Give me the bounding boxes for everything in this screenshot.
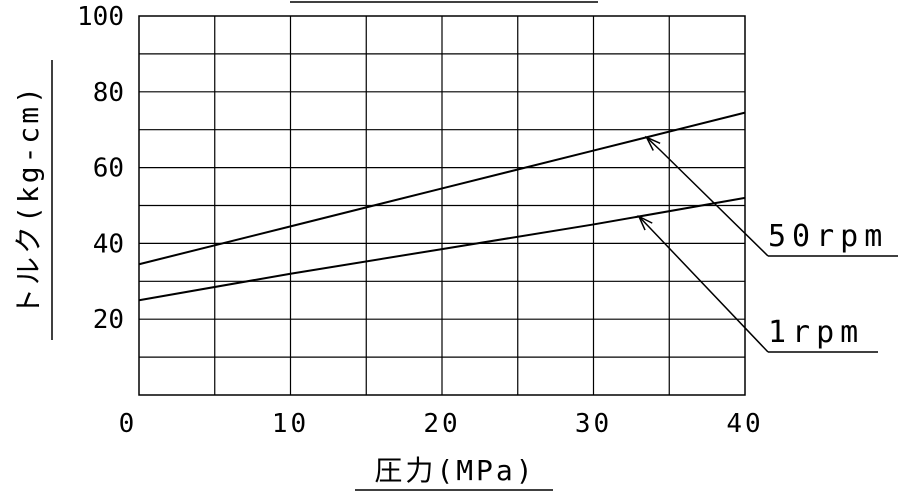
y-tick-label: 40: [93, 229, 124, 259]
x-tick-label: 20: [423, 409, 460, 439]
y-tick-label: 100: [77, 2, 124, 32]
leader-line-50rpm: [646, 136, 769, 257]
x-axis-label: 圧力(MPa): [374, 454, 535, 487]
y-tick-labels: 20 40 60 80 100: [77, 2, 124, 335]
x-tick-labels: 0 10 20 30 40: [119, 409, 763, 439]
y-tick-label: 60: [93, 154, 124, 184]
x-tick-label: 0: [119, 409, 138, 439]
grid: [139, 16, 745, 395]
series-callouts: 50rpm 1rpm: [637, 135, 898, 353]
y-tick-label: 80: [93, 78, 124, 108]
y-tick-label: 20: [93, 305, 124, 335]
plot-frame: [138, 15, 746, 396]
arrowhead-50rpm: [644, 135, 661, 151]
series-line-1rpm: [138, 196, 746, 302]
x-tick-label: 40: [726, 409, 763, 439]
series-line-50rpm: [138, 111, 746, 266]
x-tick-label: 30: [575, 409, 612, 439]
series-lines: [138, 111, 746, 302]
series-label-1rpm: 1rpm: [768, 315, 864, 350]
series-label-50rpm: 50rpm: [768, 219, 888, 254]
arrowhead-1rpm: [637, 214, 653, 231]
y-axis-label: トルク(kg-cm): [12, 84, 45, 316]
x-tick-label: 10: [272, 409, 309, 439]
leader-line-1rpm: [638, 215, 769, 353]
